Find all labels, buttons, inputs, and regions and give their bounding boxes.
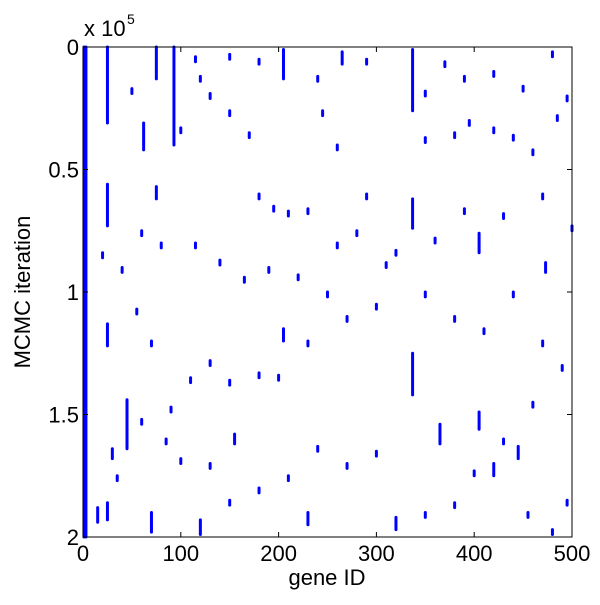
x-tick-label: 0 <box>77 541 89 566</box>
x-tick-label: 500 <box>554 541 591 566</box>
x-tick-label: 200 <box>260 541 297 566</box>
x-axis-label: gene ID <box>288 565 365 590</box>
x-tick-label: 400 <box>456 541 493 566</box>
x-tick-label: 100 <box>162 541 199 566</box>
x-tick-label: 300 <box>358 541 395 566</box>
y-tick-label: 1 <box>67 280 79 305</box>
y-tick-label: 0.5 <box>48 158 79 183</box>
y-axis-label: MCMC iteration <box>10 216 35 369</box>
y-multiplier-exponent: 5 <box>127 11 135 27</box>
y-tick-label: 1.5 <box>48 403 79 428</box>
y-multiplier: x 10 <box>84 16 126 41</box>
y-tick-label: 0 <box>67 35 79 60</box>
y-tick-label: 2 <box>67 525 79 550</box>
